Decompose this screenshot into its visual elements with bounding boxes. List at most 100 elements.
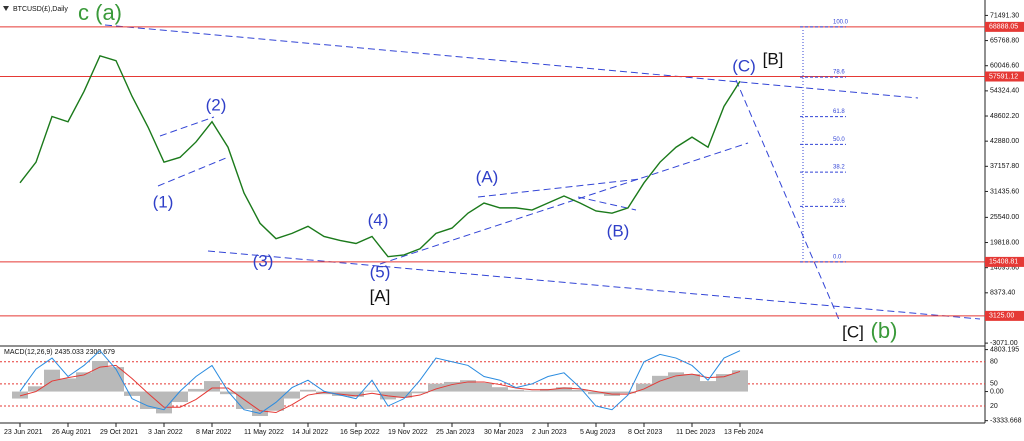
wave-label: (A) — [476, 167, 499, 186]
macd-bar — [76, 372, 92, 392]
x-tick-label: 11 May 2022 — [244, 429, 284, 436]
y-tick-label: 42880.00 — [990, 138, 1019, 145]
level-tag — [985, 256, 1024, 267]
macd-bar — [700, 381, 716, 392]
macd-bar — [396, 391, 412, 398]
chart-title: BTCUSD(£),Daily — [13, 6, 68, 13]
fib-label: 0.0 — [833, 254, 842, 260]
x-tick-label: 25 Jan 2023 — [436, 429, 475, 436]
macd-bar — [28, 386, 44, 392]
x-tick-label: 14 Jul 2022 — [292, 429, 328, 436]
macd-bar — [476, 382, 492, 392]
macd-bar — [412, 391, 428, 394]
level-label: 57591.12 — [989, 73, 1018, 80]
y-tick-label: 60046.60 — [990, 63, 1019, 70]
macd-bar — [108, 367, 124, 392]
trendline — [157, 157, 227, 187]
macd-bar — [556, 387, 572, 392]
level-label: 68888.05 — [989, 24, 1018, 31]
macd-bar — [60, 378, 76, 392]
y2-tick-label: 80 — [990, 359, 998, 366]
y2-tick-label: 50 — [990, 381, 998, 388]
macd-bar — [636, 383, 652, 392]
fib-label: 50.0 — [833, 137, 845, 143]
macd-bar — [348, 391, 364, 397]
macd-bar — [300, 389, 316, 392]
level-tag — [985, 21, 1024, 32]
macd-bar — [492, 387, 508, 392]
y-tick-label: 65768.80 — [990, 37, 1019, 44]
wave-label: (1) — [153, 192, 174, 211]
macd-bar — [172, 391, 188, 403]
fib-label: 38.2 — [833, 165, 845, 171]
indicator-line — [19, 349, 741, 414]
level-tag — [985, 71, 1024, 82]
trendline — [159, 116, 215, 137]
macd-bar — [716, 374, 732, 392]
y-tick-label: 14095.80 — [990, 265, 1019, 272]
y-tick-label: 25540.00 — [990, 214, 1019, 221]
macd-bar — [236, 391, 252, 410]
wave-label: (2) — [206, 95, 227, 114]
macd-bar — [588, 391, 604, 395]
x-tick-label: 8 Mar 2022 — [196, 429, 232, 436]
wave-label: (b) — [871, 318, 898, 343]
level-label: 3125.00 — [989, 313, 1014, 320]
wave-label: [A] — [370, 286, 391, 305]
wave-label: (C) — [732, 56, 756, 75]
x-tick-label: 11 Dec 2023 — [676, 429, 715, 436]
x-tick-label: 2 Jun 2023 — [532, 429, 567, 436]
macd-bar — [428, 383, 444, 392]
trendline — [104, 24, 919, 99]
x-tick-label: 8 Oct 2023 — [628, 429, 662, 436]
macd-bar — [684, 374, 700, 392]
x-tick-label: 16 Sep 2022 — [340, 429, 380, 436]
wave-label: (B) — [607, 221, 630, 240]
x-tick-label: 3 Jan 2022 — [148, 429, 183, 436]
x-tick-label: 26 Aug 2021 — [52, 429, 91, 436]
wave-label: (4) — [368, 210, 389, 229]
y-tick-label: 0.00 — [990, 388, 1004, 395]
wave-label: [B] — [763, 49, 784, 68]
macd-bar — [220, 391, 236, 395]
macd-bar — [252, 391, 268, 417]
macd-bar — [732, 370, 748, 392]
level-label: 15408.81 — [989, 259, 1018, 266]
fib-label: 100.0 — [833, 19, 849, 25]
fib-label: 61.8 — [833, 109, 845, 115]
x-tick-label: 23 Jun 2021 — [4, 429, 43, 436]
macd-title: MACD(12,26,9) 2435.033 2300.679 — [4, 349, 115, 356]
price-line — [19, 54, 741, 258]
macd-bar — [12, 391, 28, 399]
wave-label: (5) — [370, 262, 391, 281]
fib-label: 23.6 — [833, 199, 845, 205]
macd-bar — [460, 380, 476, 392]
y-tick-label: 48602.20 — [990, 113, 1019, 120]
wave-label: (3) — [253, 251, 274, 270]
x-tick-label: 13 Feb 2024 — [724, 429, 763, 436]
y-tick-label: -3333.668 — [990, 418, 1022, 425]
wave-label: [C] — [842, 322, 864, 341]
y-tick-label: -3071.00 — [990, 340, 1018, 347]
y-tick-label: 19818.00 — [990, 239, 1019, 246]
y-tick-label: 37157.80 — [990, 163, 1019, 170]
macd-bar — [124, 391, 140, 396]
macd-bar — [620, 391, 636, 394]
y-tick-label: 31435.60 — [990, 188, 1019, 195]
trendline — [477, 178, 641, 198]
macd-bar — [524, 390, 540, 392]
menu-icon[interactable] — [3, 6, 9, 11]
macd-bar — [508, 389, 524, 392]
trendline — [207, 250, 981, 320]
y2-tick-label: 20 — [990, 403, 998, 410]
x-tick-label: 5 Aug 2023 — [580, 429, 616, 436]
y-tick-label: 4803.195 — [990, 346, 1019, 353]
macd-bar — [156, 391, 172, 414]
macd-bar — [92, 360, 108, 392]
macd-bar — [188, 388, 204, 392]
level-tag — [985, 310, 1024, 321]
fib-label: 78.6 — [833, 70, 845, 76]
indicator-line — [19, 364, 741, 414]
macd-bar — [444, 381, 460, 392]
